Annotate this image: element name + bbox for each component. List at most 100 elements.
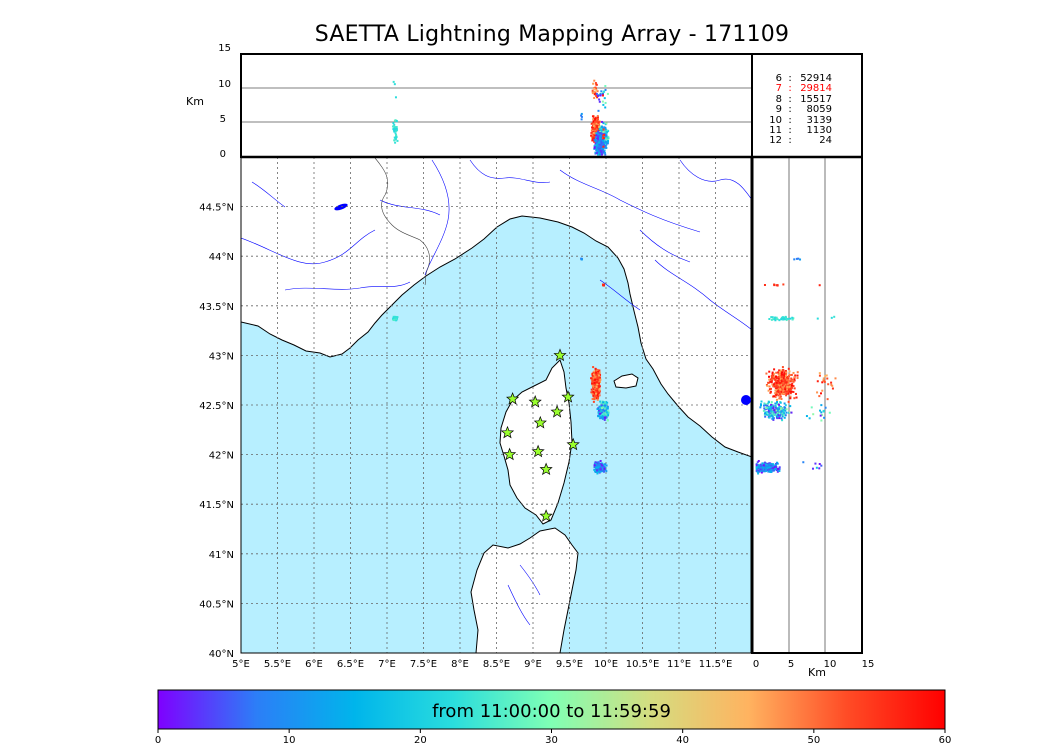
side-panel-frame bbox=[751, 156, 863, 654]
colorbar-tick: 10 bbox=[283, 735, 296, 746]
lightning-sources-altitude-lat bbox=[755, 257, 837, 475]
source-count: 52914 bbox=[800, 73, 832, 84]
source-count: 24 bbox=[819, 135, 832, 147]
source-count: 1130 bbox=[806, 125, 832, 137]
station-count-row: 6:52914 bbox=[758, 73, 858, 84]
station-count: 11 bbox=[769, 125, 782, 137]
station-count: 10 bbox=[769, 114, 782, 126]
altitude-vs-longitude-panel bbox=[241, 79, 752, 156]
station-count-row: 11: 1130 bbox=[758, 125, 858, 137]
separator: : bbox=[788, 83, 792, 95]
station-count: 8 bbox=[775, 93, 782, 105]
separator: : bbox=[788, 104, 792, 116]
height-tick: 15 bbox=[218, 43, 231, 54]
station-star-icon bbox=[550, 404, 564, 418]
borders bbox=[374, 157, 430, 286]
lon-tick: 5.5°E bbox=[264, 659, 291, 670]
lat-tick: 44.5°N bbox=[199, 203, 234, 214]
station-count-row: 7:29814 bbox=[758, 83, 858, 95]
lon-tick: 10°E bbox=[594, 659, 618, 670]
rivers bbox=[241, 159, 752, 626]
height-tick: 5 bbox=[220, 114, 226, 125]
station-count-row: 12: 24 bbox=[758, 135, 858, 147]
station-star-icon bbox=[561, 390, 575, 403]
side-panel-marker bbox=[741, 395, 751, 405]
colorbar bbox=[157, 689, 946, 730]
station-star-icon bbox=[539, 462, 553, 476]
lon-tick: 11.5°E bbox=[699, 659, 733, 670]
lat-tick: 41.5°N bbox=[199, 500, 234, 511]
separator: : bbox=[788, 114, 792, 126]
lat-tick: 43°N bbox=[209, 351, 234, 362]
station-star-icon bbox=[553, 348, 567, 362]
station-count: 7 bbox=[775, 83, 782, 95]
station-star-icon bbox=[502, 447, 517, 461]
chart-title: SAETTA Lightning Mapping Array - 171109 bbox=[314, 22, 790, 47]
separator: : bbox=[788, 135, 792, 147]
lat-tick: 44°N bbox=[209, 252, 234, 263]
lon-tick: 7°E bbox=[378, 659, 396, 670]
height-axis-label: Km bbox=[186, 95, 204, 108]
lon-tick: 10.5°E bbox=[626, 659, 660, 670]
lon-tick: 8.5°E bbox=[483, 659, 510, 670]
colorbar-tick: 30 bbox=[545, 735, 558, 746]
lon-tick: 7.5°E bbox=[410, 659, 437, 670]
altitude-vs-latitude-panel bbox=[755, 157, 837, 653]
height-tick: 0 bbox=[220, 149, 226, 160]
source-count: 3139 bbox=[806, 114, 832, 126]
station-count-row: 8:15517 bbox=[758, 93, 858, 105]
colorbar-tick: 40 bbox=[676, 735, 689, 746]
sardinia bbox=[470, 527, 579, 653]
side-axis-label: Km bbox=[808, 666, 826, 679]
elba-island bbox=[613, 373, 639, 389]
colorbar-tick: 0 bbox=[155, 735, 161, 746]
station-star-icon bbox=[533, 415, 547, 429]
lon-tick: 9.5°E bbox=[556, 659, 583, 670]
lon-tick: 5°E bbox=[232, 659, 250, 670]
lightning-sources-plan bbox=[391, 257, 610, 475]
map-grid bbox=[241, 157, 752, 653]
station-count-table: 6:52914 7:29814 8:15517 9:8059 10:3139 11:113… bbox=[758, 73, 858, 147]
lon-tick: 6.5°E bbox=[337, 659, 364, 670]
source-count: 8059 bbox=[806, 104, 832, 116]
station-star-icon bbox=[539, 509, 553, 522]
lon-tick: 8°E bbox=[451, 659, 469, 670]
height-tick: 10 bbox=[218, 79, 231, 90]
corsica bbox=[499, 359, 573, 525]
lma-stations bbox=[500, 348, 580, 522]
colorbar-tick: 50 bbox=[807, 735, 820, 746]
lon-tick: 11°E bbox=[667, 659, 691, 670]
lat-tick: 42.5°N bbox=[199, 401, 234, 412]
station-count-row: 10: 3139 bbox=[758, 114, 858, 126]
separator: : bbox=[788, 73, 792, 84]
side-x-tick: 0 bbox=[753, 659, 759, 670]
station-star-icon bbox=[531, 444, 545, 458]
lat-tick: 42°N bbox=[209, 451, 234, 462]
side-x-tick: 15 bbox=[862, 659, 875, 670]
source-count: 29814 bbox=[800, 83, 832, 95]
lat-tick: 41°N bbox=[209, 550, 234, 561]
side-x-tick: 5 bbox=[788, 659, 794, 670]
colorbar-tick: 20 bbox=[414, 735, 427, 746]
lat-tick: 40°N bbox=[209, 649, 234, 660]
lat-tick: 40.5°N bbox=[199, 599, 234, 610]
station-star-icon bbox=[500, 425, 515, 439]
station-star-icon bbox=[506, 392, 520, 405]
lightning-sources-altitude-lon bbox=[391, 79, 610, 156]
station-count: 9 bbox=[775, 104, 782, 116]
separator: : bbox=[788, 125, 792, 137]
colorbar-tick: 60 bbox=[939, 735, 952, 746]
station-count: 6 bbox=[775, 73, 782, 84]
side-x-tick: 10 bbox=[824, 659, 837, 670]
plan-view-map bbox=[241, 157, 752, 653]
time-range-label: from 11:00:00 to 11:59:59 bbox=[432, 701, 671, 722]
source-count: 15517 bbox=[800, 93, 832, 105]
station-count: 12 bbox=[769, 135, 782, 147]
station-star-icon bbox=[528, 395, 542, 408]
station-star-icon bbox=[566, 437, 580, 451]
lat-tick: 43.5°N bbox=[199, 302, 234, 313]
lon-tick: 6°E bbox=[305, 659, 323, 670]
separator: : bbox=[788, 93, 792, 105]
station-count-row: 9: 8059 bbox=[758, 104, 858, 116]
